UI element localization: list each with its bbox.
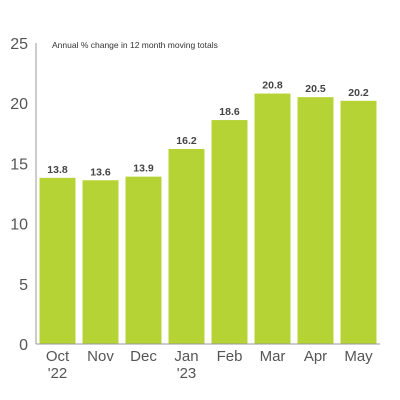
y-tick-label: 5	[19, 277, 28, 294]
x-tick-label: Nov	[87, 348, 114, 365]
x-tick-label: Oct	[46, 348, 70, 365]
x-tick-label: Feb	[217, 348, 243, 365]
bar	[39, 177, 76, 344]
y-tick-label: 0	[19, 337, 28, 354]
bar	[82, 180, 119, 344]
chart-subtitle: Annual % change in 12 month moving total…	[52, 40, 218, 50]
y-tick-label: 25	[10, 36, 28, 53]
x-tick-label: Dec	[130, 348, 157, 365]
data-label: 13.6	[90, 166, 111, 178]
y-tick-label: 15	[10, 156, 28, 173]
data-label: 20.8	[262, 80, 283, 92]
data-label: 16.2	[176, 135, 197, 147]
bar	[211, 120, 248, 344]
y-tick-label: 10	[10, 217, 28, 234]
x-tick-label: Apr	[304, 348, 327, 365]
bar	[254, 93, 291, 345]
data-label: 13.8	[47, 164, 68, 176]
x-tick-label: '23	[177, 365, 197, 382]
data-label: 20.5	[305, 83, 326, 95]
data-label: 18.6	[219, 106, 240, 118]
x-tick-label: '22	[48, 365, 68, 382]
data-label: 20.2	[348, 87, 369, 99]
bar	[168, 148, 205, 344]
y-tick-label: 20	[10, 96, 28, 113]
x-tick-label: Mar	[260, 348, 286, 365]
bar	[340, 100, 377, 345]
x-tick-label: May	[344, 348, 373, 365]
bar	[125, 176, 162, 344]
x-tick-label: Jan	[174, 348, 198, 365]
bar	[297, 97, 334, 345]
data-label: 13.9	[133, 163, 154, 175]
